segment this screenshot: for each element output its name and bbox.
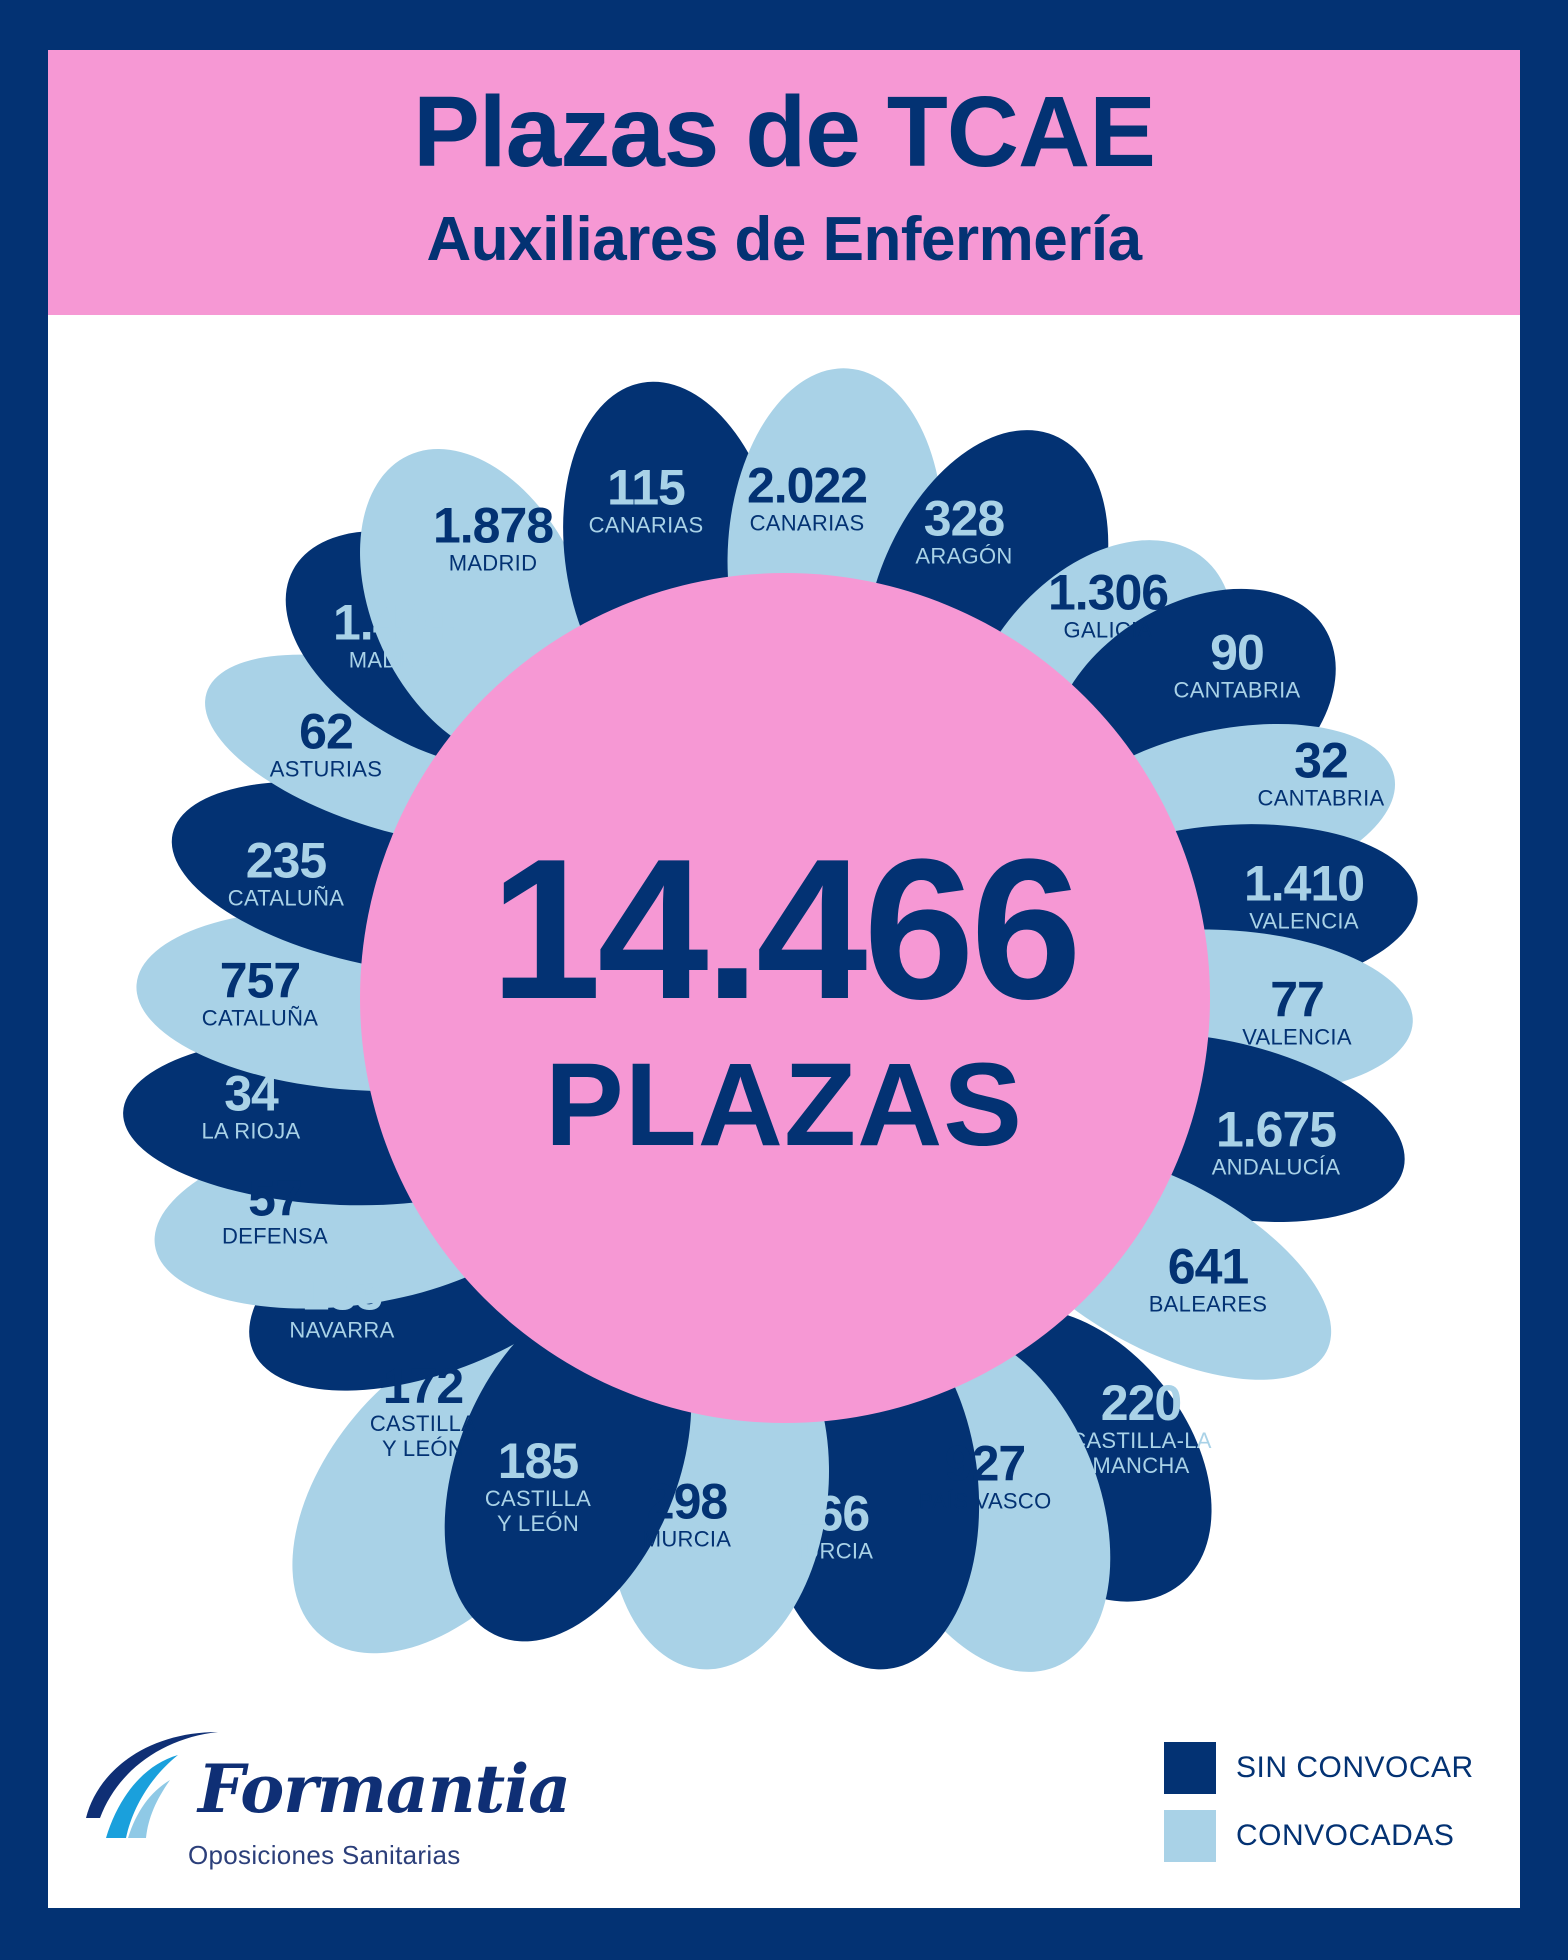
petal-label: 90 CANTABRIA xyxy=(1173,624,1301,703)
petal-label: 185 CASTILLA Y LEÓN xyxy=(484,1433,592,1536)
petal-label: 298 MURCIA xyxy=(642,1473,732,1552)
petal-label: 266 MURCIA xyxy=(784,1485,874,1564)
total-circle xyxy=(360,573,1210,1423)
logo-wordmark: Formantia xyxy=(198,1750,571,1828)
page-title: Plazas de TCAE xyxy=(413,76,1156,188)
petal-label: 1.675 ANDALUCÍA xyxy=(1211,1101,1341,1180)
petal-label: 641 BALEARES xyxy=(1148,1238,1268,1317)
flower-chart: 115 CANARIAS 2.022 CANARIAS 328 ARAGÓN 1.30… xyxy=(48,50,1520,1908)
petal-label: 115 CANARIAS xyxy=(588,459,704,538)
petal-label: 62 ASTURIAS xyxy=(269,703,383,782)
petal-label: 235 CATALUÑA xyxy=(227,832,345,911)
petal-label: 757 CATALUÑA xyxy=(201,952,319,1031)
legend-label: CONVOCADAS xyxy=(1236,1819,1455,1852)
petal-label: 927 PAÍS VASCO xyxy=(918,1435,1052,1514)
petal-label: 57 DEFENSA xyxy=(221,1170,329,1249)
legend-item-convocadas: CONVOCADAS xyxy=(1164,1810,1474,1862)
petal-label: 34 LA RIOJA xyxy=(201,1065,301,1144)
formantia-logo: Formantia Oposiciones Sanitarias xyxy=(78,1710,571,1890)
total-unit: PLAZAS xyxy=(545,1039,1023,1171)
header-banner: Plazas de TCAE Auxiliares de Enfermería xyxy=(48,50,1520,315)
petal-label: 1.878 MADRID xyxy=(432,497,554,576)
legend: SIN CONVOCAR CONVOCADAS xyxy=(1164,1742,1474,1878)
petal-label: 1.410 VALENCIA xyxy=(1243,855,1365,934)
total-plazas: 14.466 PLAZAS xyxy=(490,818,1082,1171)
petal-label: 1.306 GALICIA xyxy=(1047,564,1169,643)
page-subtitle: Auxiliares de Enfermería xyxy=(426,205,1142,274)
legend-label: SIN CONVOCAR xyxy=(1236,1751,1474,1784)
petal-label: 328 ARAGÓN xyxy=(915,490,1013,569)
logo-tagline: Oposiciones Sanitarias xyxy=(188,1840,461,1870)
petal-label: 2.022 CANARIAS xyxy=(746,457,868,536)
total-value: 14.466 xyxy=(490,818,1082,1041)
legend-item-sin-convocar: SIN CONVOCAR xyxy=(1164,1742,1474,1794)
petal-label: 77 VALENCIA xyxy=(1242,971,1352,1050)
petal-label: 220 CASTILLA-LA MANCHA xyxy=(1070,1375,1212,1478)
petal-label: 172 CASTILLA Y LEÓN xyxy=(369,1358,477,1461)
petal-label: 32 CANTABRIA xyxy=(1257,732,1385,811)
legend-swatch-dark xyxy=(1164,1742,1216,1794)
swoosh-logo-icon xyxy=(86,1732,218,1838)
petal-label: 183 NAVARRA xyxy=(289,1264,395,1343)
legend-swatch-light xyxy=(1164,1810,1216,1862)
infographic-card: Plazas de TCAE Auxiliares de Enfermería xyxy=(48,50,1520,1908)
petal-label: 1.494 MADRID xyxy=(332,594,454,673)
